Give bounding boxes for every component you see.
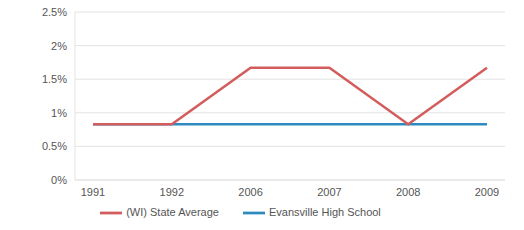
html-text:Evansville High School: Evansville High School	[268, 205, 381, 218]
svg-text:2007: 2007	[317, 186, 341, 198]
svg-text:1992: 1992	[160, 186, 184, 198]
svg-text:1.5%: 1.5%	[42, 73, 67, 85]
svg-text:2008: 2008	[396, 186, 420, 198]
svg-text:1991: 1991	[81, 186, 105, 198]
svg-text:2%: 2%	[51, 40, 67, 52]
svg-text:1%: 1%	[51, 107, 67, 119]
svg-text:0.5%: 0.5%	[42, 140, 67, 152]
html-text:(WI) State Average: (WI) State Average	[126, 205, 219, 218]
svg-text:2.5%: 2.5%	[42, 6, 67, 18]
svg-text:2009: 2009	[475, 186, 499, 198]
svg-text:2006: 2006	[238, 186, 262, 198]
svg-text:0%: 0%	[51, 174, 67, 186]
